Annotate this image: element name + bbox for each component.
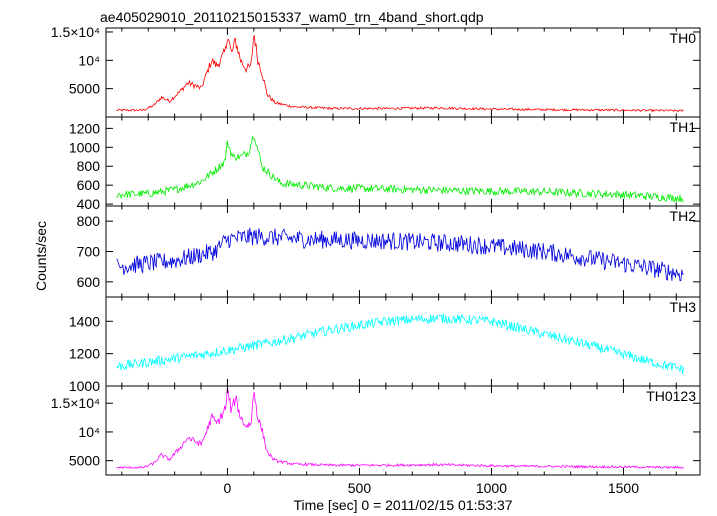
panel-th0123: TH0123 1.5×10⁴ 10⁴ 5000 <box>51 385 701 476</box>
y-tick-label: 10⁴ <box>78 52 100 68</box>
y-tick-label: 1200 <box>69 346 100 362</box>
y-tick-label: 1000 <box>69 139 100 155</box>
y-tick-label: 1200 <box>69 120 100 136</box>
panel-frame <box>105 27 701 118</box>
x-tick-label: 500 <box>348 480 372 496</box>
series-line-th2 <box>116 227 684 282</box>
panel-label-th3: TH3 <box>670 299 697 315</box>
panel-label-th0: TH0 <box>670 30 697 46</box>
y-tick-label: 1400 <box>69 313 100 329</box>
y-tick-label: 600 <box>77 274 101 290</box>
x-axis-label: Time [sec] 0 = 2011/02/15 01:53:37 <box>293 497 512 513</box>
y-tick-label: 5000 <box>69 81 100 97</box>
y-tick-label: 700 <box>77 244 101 260</box>
x-tick-label: 1000 <box>476 480 507 496</box>
panel-th0: TH0 1.5×10⁴ 10⁴ 5000 <box>51 24 701 118</box>
x-tick-labels: 0 500 1000 1500 <box>224 480 640 496</box>
series-line-th1 <box>116 136 684 203</box>
panel-th2: TH2 800 700 600 <box>77 205 701 298</box>
panel-label-th2: TH2 <box>670 208 697 224</box>
y-tick-label: 1000 <box>69 378 100 394</box>
y-tick-label: 800 <box>77 158 101 174</box>
y-tick-label: 5000 <box>69 453 100 469</box>
y-tick-label: 600 <box>77 177 101 193</box>
panel-frame <box>105 296 701 387</box>
panel-th3: TH3 1400 1200 1000 <box>69 296 701 394</box>
panels-group: TH01.5×10⁴10⁴5000TH112001000800600400TH2… <box>51 24 701 476</box>
y-tick-label: 800 <box>77 213 101 229</box>
series-line-th0 <box>116 35 684 113</box>
panel-label-th1: TH1 <box>670 119 697 135</box>
panel-th1: TH1 1200 1000 800 600 400 <box>69 116 701 212</box>
y-tick-label: 1.5×10⁴ <box>51 24 100 40</box>
panel-label-th0123: TH0123 <box>646 388 696 404</box>
y-tick-label: 1.5×10⁴ <box>51 395 100 411</box>
series-line-th3 <box>116 313 684 375</box>
x-tick-label: 0 <box>224 480 232 496</box>
figure-title: ae405029010_20110215015337_wam0_trn_4ban… <box>100 9 484 25</box>
series-line-th0123 <box>116 387 684 470</box>
y-axis-label: Counts/sec <box>33 221 49 291</box>
panel-frame <box>105 385 701 476</box>
y-tick-label: 10⁴ <box>78 424 100 440</box>
panel-frame <box>105 205 701 298</box>
x-tick-label: 1500 <box>608 480 639 496</box>
y-tick-label: 400 <box>77 196 101 212</box>
